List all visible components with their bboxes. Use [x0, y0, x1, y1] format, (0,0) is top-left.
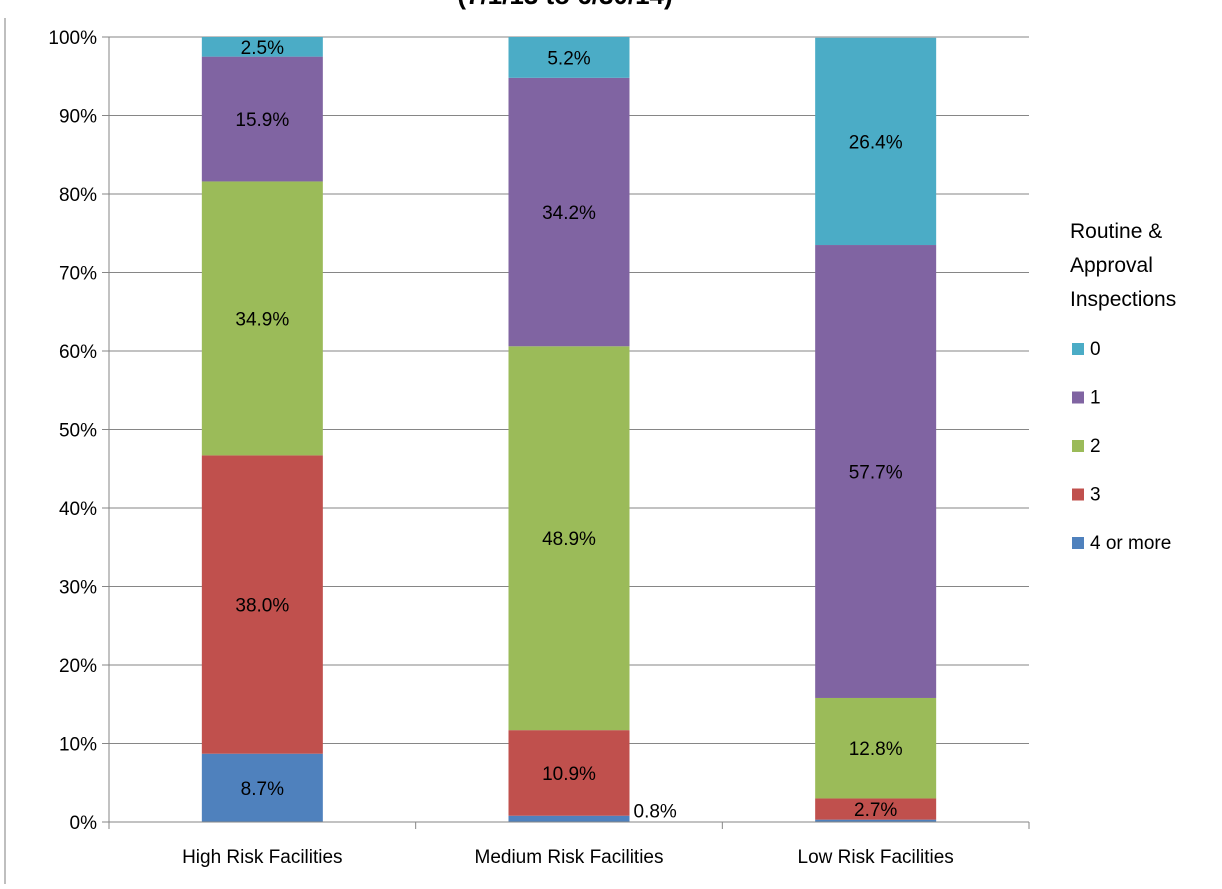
data-label: 5.2%	[547, 48, 590, 69]
data-label: 48.9%	[542, 529, 596, 550]
data-labels: 8.7% 38.0% 34.9% 15.9% 2.5% 0.8% 10.9% 48.9% 34.…	[235, 38, 902, 823]
data-label: 38.0%	[235, 596, 289, 617]
y-tick-label: 50%	[59, 421, 97, 442]
data-label: 12.8%	[849, 739, 903, 760]
data-label: 15.9%	[235, 110, 289, 131]
bar-segment	[508, 37, 630, 78]
x-axis: High Risk Facilities Medium Risk Faciliti…	[108, 821, 1030, 868]
y-tick-label: 80%	[59, 185, 97, 206]
data-label: 8.7%	[241, 779, 284, 800]
legend-swatch	[1072, 343, 1084, 355]
bar-segment	[815, 798, 937, 820]
data-label: 10.9%	[542, 764, 596, 785]
legend-title: Approval	[1070, 254, 1153, 277]
bar-segment	[815, 697, 937, 799]
data-label: 2.5%	[241, 38, 284, 59]
data-label: 34.9%	[235, 309, 289, 330]
bar-segment	[815, 819, 937, 822]
legend-entry-label: 2	[1090, 436, 1101, 457]
y-tick-label: 0%	[70, 813, 98, 834]
legend: Routine & Approval Inspections 0 1 2 3 4 or mor…	[1070, 220, 1176, 554]
bar-segment	[201, 753, 323, 822]
bar-segment	[508, 815, 630, 822]
y-tick-label: 20%	[59, 656, 97, 677]
legend-entry-label: 4 or more	[1090, 533, 1171, 554]
bar-segment	[508, 77, 630, 347]
legend-entry-label: 3	[1090, 485, 1101, 506]
y-tick-label: 90%	[59, 107, 97, 128]
y-tick-label: 70%	[59, 264, 97, 285]
bar-segment	[201, 181, 323, 456]
bars	[201, 37, 937, 822]
legend-title: Routine &	[1070, 220, 1162, 243]
bar-segment	[815, 37, 937, 246]
legend-swatch	[1072, 391, 1084, 404]
legend-swatch	[1072, 488, 1084, 501]
legend-swatch	[1072, 537, 1084, 549]
y-tick-label: 40%	[59, 499, 97, 520]
bar-segment	[201, 56, 323, 182]
data-label: 0.8%	[634, 802, 677, 823]
legend-entry-label: 1	[1090, 388, 1101, 409]
y-axis: 0% 10% 20% 30% 40% 50% 60% 70% 80% 90% 100%	[48, 28, 110, 834]
data-label: 26.4%	[849, 132, 903, 153]
y-tick-label: 100%	[48, 28, 97, 49]
bar-segment	[508, 346, 630, 731]
data-label: 57.7%	[849, 462, 903, 483]
x-tick-label: Low Risk Facilities	[798, 847, 954, 868]
legend-title: Inspections	[1070, 288, 1176, 311]
y-tick-label: 10%	[59, 735, 97, 756]
x-tick-label: High Risk Facilities	[182, 847, 342, 868]
bar-segment	[815, 245, 937, 698]
bar-segment	[201, 37, 323, 57]
bar-segment	[201, 455, 323, 754]
y-tick-label: 30%	[59, 578, 97, 599]
legend-entry-label: 0	[1090, 339, 1101, 360]
data-label: 2.7%	[854, 800, 897, 821]
x-tick-label: Medium Risk Facilities	[475, 847, 664, 868]
y-tick-label: 60%	[59, 342, 97, 363]
legend-swatch	[1072, 440, 1084, 452]
chart-title: (7/1/13 to 6/30/14)	[457, 0, 672, 10]
data-label: 34.2%	[542, 203, 596, 224]
bar-segment	[508, 730, 630, 816]
